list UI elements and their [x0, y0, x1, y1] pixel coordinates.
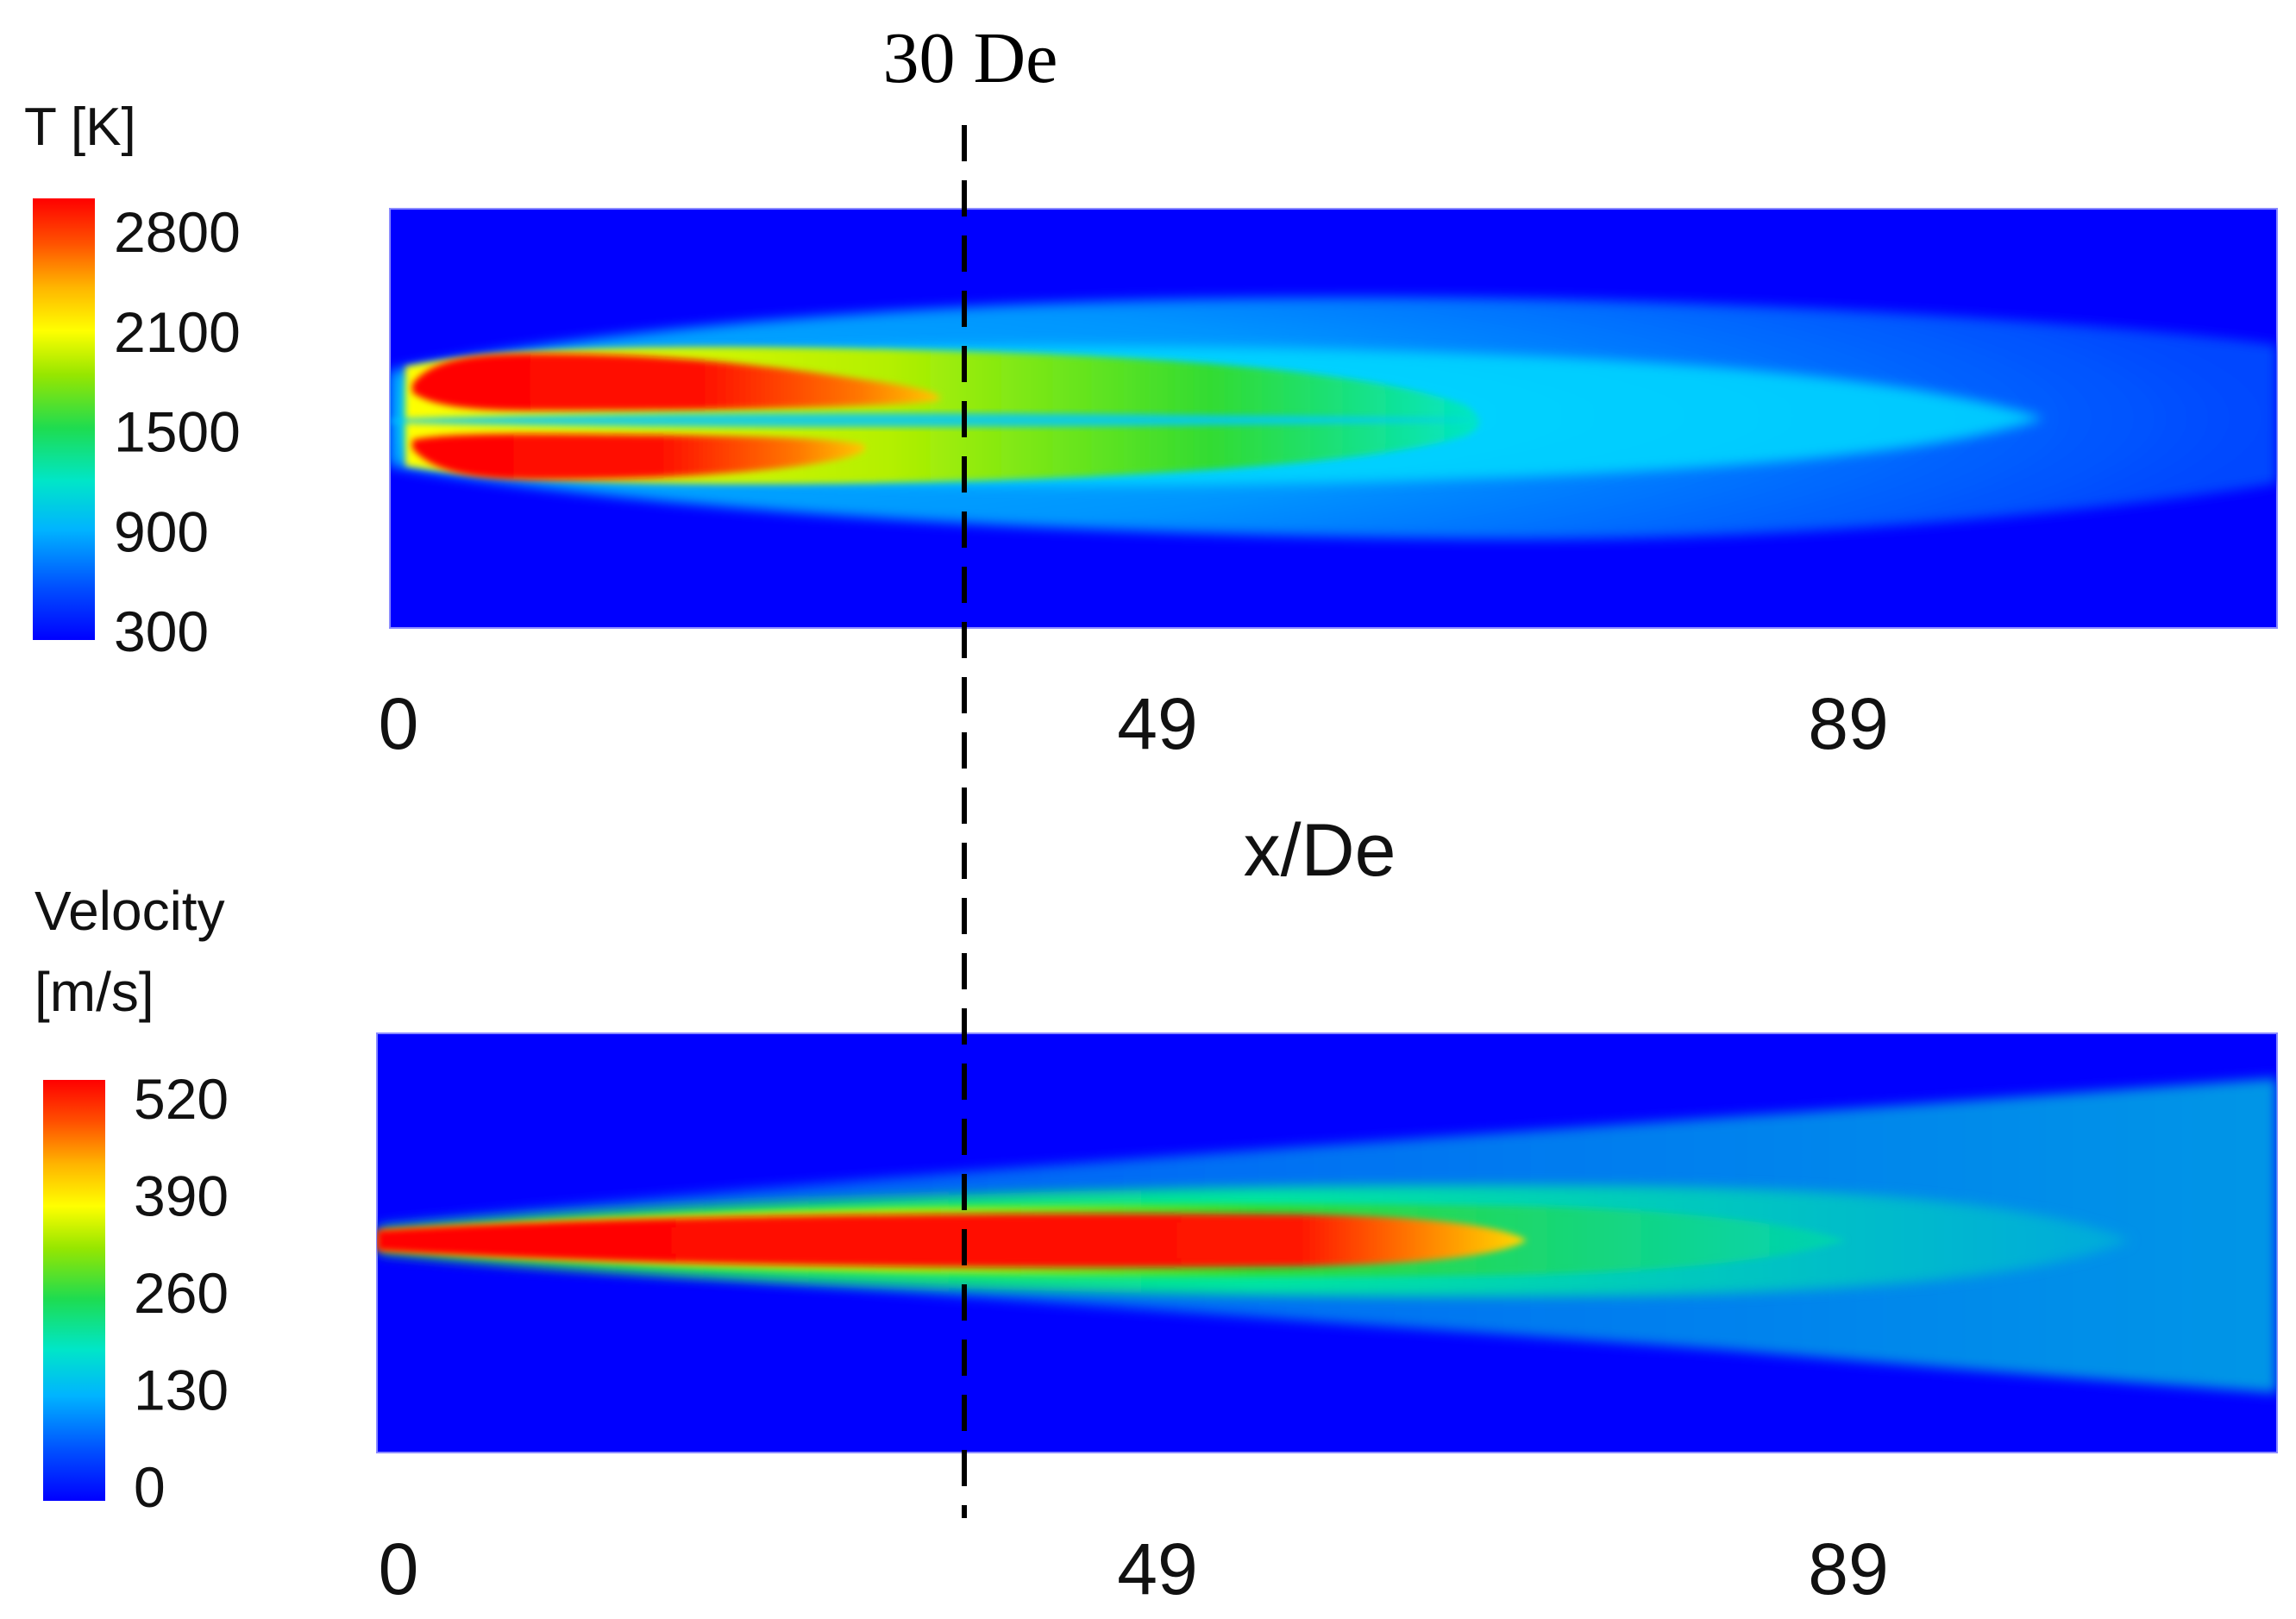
x-tick-label: 89 — [1808, 683, 1888, 764]
temperature-colorbar-tick: 300 — [114, 599, 209, 663]
velocity-colorbar-tick: 260 — [134, 1261, 229, 1325]
velocity-colorbar-label-line2: [m/s] — [35, 961, 154, 1023]
velocity-colorbar: Velocity [m/s] 520 390 260 130 0 — [35, 880, 229, 1519]
temperature-colorbar: T [K] 2800 2100 1500 900 300 — [24, 97, 241, 663]
temperature-contours — [390, 297, 2277, 540]
x-tick-label: 0 — [379, 683, 419, 764]
velocity-core-jet — [377, 1214, 1527, 1268]
velocity-colorbar-tick: 390 — [134, 1164, 229, 1228]
temperature-colorbar-tick: 900 — [114, 499, 209, 563]
temperature-hot-lobe-upper — [412, 354, 940, 411]
velocity-colorbar-tick: 520 — [134, 1067, 229, 1131]
x-tick-label: 49 — [1117, 1528, 1197, 1610]
temperature-hot-lobe-lower — [412, 434, 866, 480]
temperature-centre-gap — [390, 412, 1484, 428]
temperature-colorbar-tick: 1500 — [114, 400, 241, 464]
reference-line-label: 30 De — [883, 18, 1058, 98]
velocity-contours — [377, 1078, 2277, 1393]
temperature-panel — [389, 208, 2278, 629]
temperature-x-ticks: 0 49 89 — [379, 683, 1889, 764]
velocity-colorbar-bar — [43, 1080, 105, 1501]
temperature-colorbar-label: T [K] — [24, 97, 136, 157]
x-tick-label: 89 — [1808, 1528, 1888, 1610]
velocity-x-ticks: 0 49 89 — [379, 1528, 1889, 1610]
velocity-colorbar-label-line1: Velocity — [35, 880, 225, 942]
velocity-panel — [376, 1032, 2278, 1453]
velocity-colorbar-tick: 0 — [134, 1455, 166, 1519]
x-tick-label: 0 — [379, 1528, 419, 1610]
x-axis-label: x/De — [1244, 809, 1396, 892]
velocity-colorbar-tick: 130 — [134, 1359, 229, 1422]
temperature-colorbar-tick: 2800 — [114, 200, 241, 264]
temperature-colorbar-tick: 2100 — [114, 300, 241, 364]
temperature-colorbar-bar — [33, 198, 95, 640]
x-tick-label: 49 — [1117, 683, 1197, 764]
